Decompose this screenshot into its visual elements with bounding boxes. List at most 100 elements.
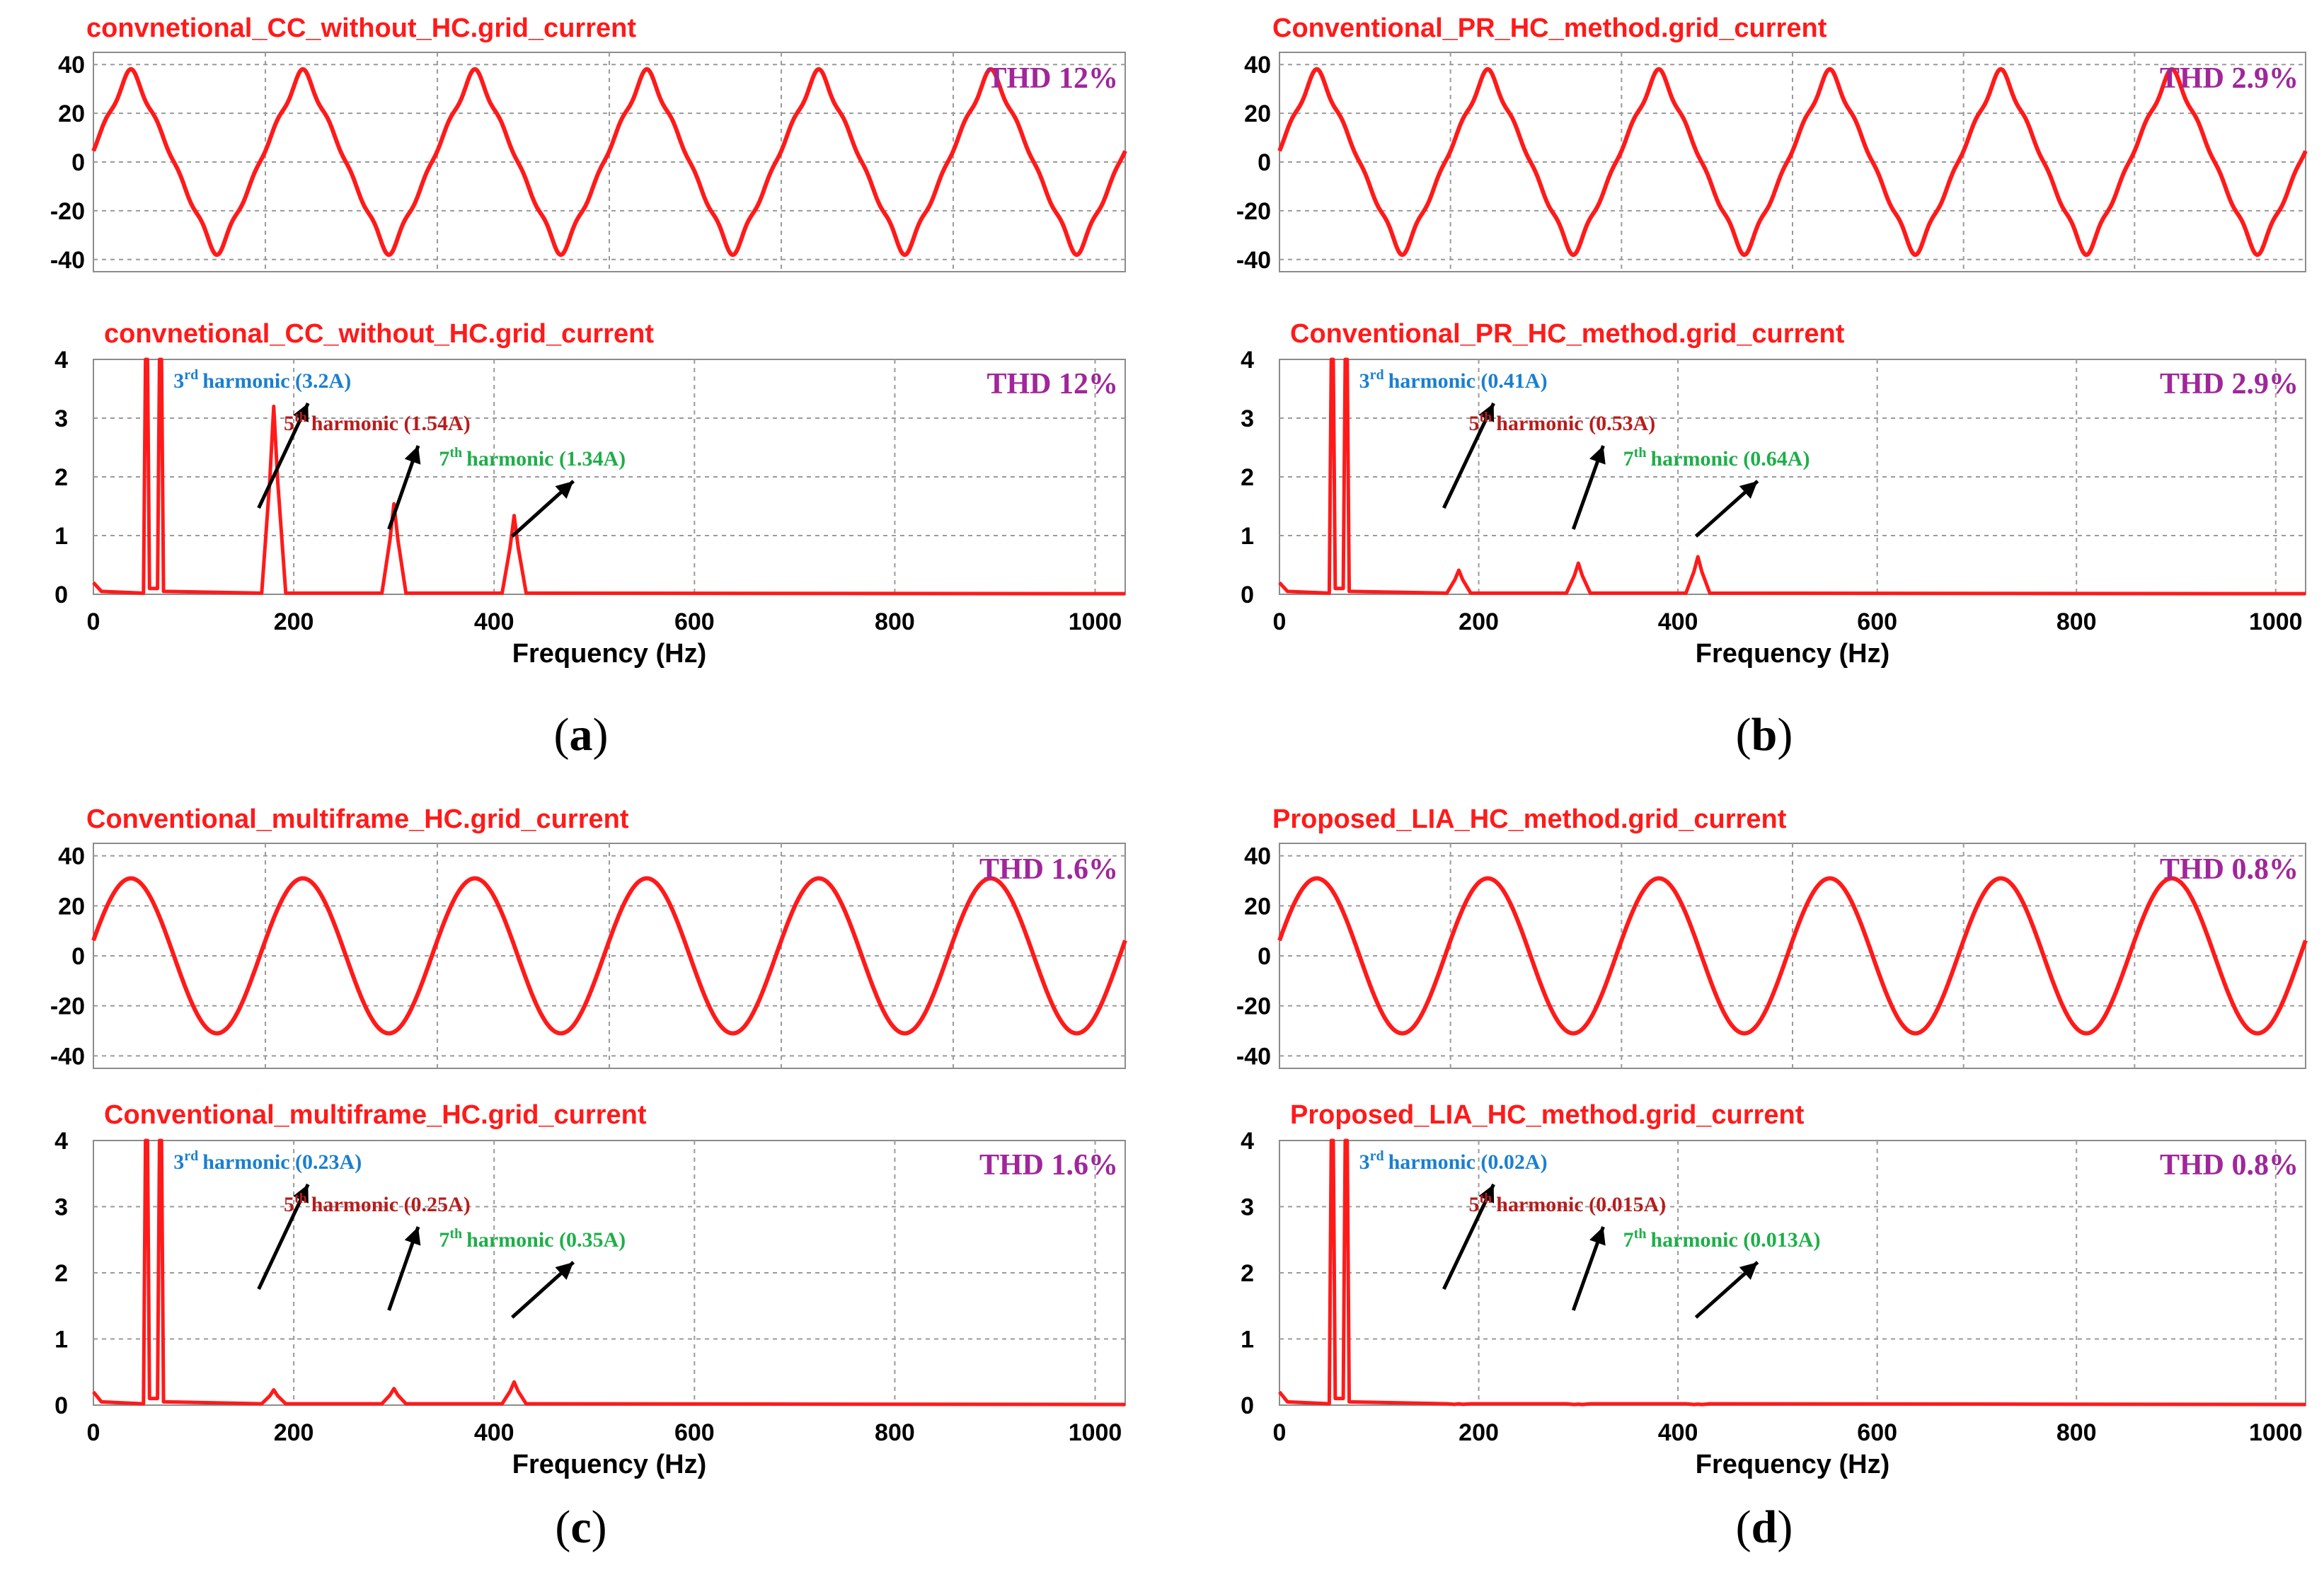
spectrum-ytick-label: 0: [54, 582, 68, 608]
time-thd-label: THD 0.8%: [2160, 853, 2299, 886]
panel-b: Conventional_PR_HC_method.grid_current 40…: [1236, 13, 2308, 761]
spectrum-plot-title: Conventional_multiframe_HC.grid_current: [104, 1100, 647, 1130]
harmonic-annotation-7: 7th harmonic (0.013A): [1623, 1226, 1821, 1252]
harmonic-label: harmonic (0.015A): [1496, 1193, 1666, 1216]
time-ytick-label: 20: [1244, 893, 1271, 920]
harmonic-label: harmonic (1.34A): [466, 447, 626, 470]
spectrum-xtick-label: 600: [1857, 608, 1897, 635]
spectrum-plot: Conventional_PR_HC_method.grid_current 0 2…: [1241, 319, 2306, 669]
panel-a: convnetional_CC_without_HC.grid_current4…: [50, 13, 1127, 761]
harmonic-annotation-7: 7th harmonic (1.34A): [439, 445, 626, 470]
panel-c: Conventional_multiframe_HC.grid_current4…: [50, 804, 1127, 1553]
harmonic-arrow-head: [1478, 1184, 1495, 1203]
time-ytick-label: 20: [58, 893, 85, 920]
time-thd-label: THD 12%: [986, 62, 1118, 95]
harmonic-annotation-3: 3rd harmonic (0.23A): [173, 1148, 362, 1174]
spectrum-plot-title: Proposed_LIA_HC_method.grid_current: [1290, 1100, 1805, 1130]
time-waveform-line: [1277, 876, 2308, 1036]
spectrum-xtick-label: 800: [875, 1419, 915, 1446]
harmonic-arrow-head: [1739, 481, 1758, 499]
time-ytick-label: -20: [50, 198, 85, 225]
spectrum-ytick-label: 0: [1241, 582, 1254, 608]
harmonic-order-suffix: rd: [184, 1148, 198, 1164]
panel-paren-close: ): [593, 709, 609, 761]
time-thd-label: THD 2.9%: [2160, 62, 2299, 95]
spectrum-xtick-label: 1000: [1069, 608, 1122, 635]
time-ytick-label: 20: [1244, 100, 1271, 127]
x-axis-label: Frequency (Hz): [1696, 639, 1889, 669]
harmonic-order: 5: [1468, 412, 1479, 435]
harmonic-arrow-head: [1478, 403, 1495, 422]
spectrum-thd-label: THD 0.8%: [2160, 1149, 2299, 1182]
spectrum-thd-label: THD 2.9%: [2160, 368, 2299, 400]
time-ytick-label: 0: [1258, 943, 1271, 970]
spectrum-plot: convnetional_CC_without_HC.grid_current 0…: [54, 319, 1126, 669]
panel-label: (c): [555, 1501, 606, 1553]
spectrum-ytick-label: 3: [54, 1194, 68, 1221]
spectrum-line: [1278, 357, 2306, 596]
spectrum-ytick-label: 1: [1241, 1327, 1254, 1353]
time-ytick-label: -20: [1236, 198, 1271, 225]
panel-paren-open: (: [1736, 709, 1751, 761]
harmonic-annotation-5: 5th harmonic (0.25A): [284, 1191, 471, 1216]
time-plot-title: Proposed_LIA_HC_method.grid_current: [1272, 804, 1787, 834]
time-ytick-label: 40: [58, 843, 85, 870]
harmonic-arrow-head: [293, 1184, 309, 1203]
harmonic-label: harmonic (0.64A): [1650, 447, 1810, 470]
harmonic-label: harmonic (0.25A): [311, 1193, 471, 1216]
panel-letter: d: [1751, 1501, 1778, 1553]
harmonic-order-suffix: th: [1479, 1191, 1492, 1206]
spectrum-xtick-label: 200: [1459, 1419, 1499, 1446]
spectrum-ytick-label: 1: [54, 1327, 68, 1353]
harmonic-arrow-shaft: [257, 1183, 310, 1291]
x-axis-label: Frequency (Hz): [1696, 1450, 1889, 1479]
panel-paren-close: ): [1777, 1501, 1793, 1553]
spectrum-xtick-label: 1000: [2249, 1419, 2303, 1446]
panel-paren-close: ): [1777, 709, 1793, 761]
time-plot-title: Conventional_multiframe_HC.grid_current: [86, 804, 629, 834]
harmonic-order-suffix: th: [449, 1226, 462, 1242]
harmonic-annotation-5: 5th harmonic (0.53A): [1468, 410, 1655, 435]
time-ytick-label: -20: [50, 993, 85, 1020]
spectrum-thd-label: THD 12%: [986, 368, 1118, 400]
time-waveform-line: [91, 67, 1127, 258]
harmonic-order: 7: [1623, 1228, 1634, 1252]
spectrum-thd-label: THD 1.6%: [979, 1149, 1118, 1182]
harmonic-order-suffix: rd: [1370, 367, 1384, 383]
harmonic-order: 5: [284, 1193, 294, 1216]
harmonic-order: 7: [1623, 447, 1634, 470]
spectrum-xtick-label: 800: [2056, 608, 2097, 635]
harmonic-order: 5: [284, 412, 294, 435]
spectrum-xtick-label: 0: [87, 608, 100, 635]
time-ytick-label: -40: [50, 1043, 85, 1070]
spectrum-ytick-label: 2: [1241, 1260, 1254, 1287]
harmonic-arrow-shaft: [1442, 1183, 1495, 1291]
spectrum-xtick-label: 600: [1857, 1419, 1897, 1446]
harmonic-order-suffix: rd: [1370, 1148, 1384, 1164]
time-plot: convnetional_CC_without_HC.grid_current4…: [50, 13, 1127, 274]
time-ytick-label: 40: [1244, 843, 1271, 870]
spectrum-xtick-label: 400: [1658, 608, 1698, 635]
harmonic-order-suffix: th: [1634, 1226, 1647, 1242]
spectrum-xtick-label: 800: [2056, 1419, 2097, 1446]
harmonic-order: 7: [439, 447, 449, 470]
panel-label: (d): [1736, 1501, 1793, 1553]
spectrum-plot: Proposed_LIA_HC_method.grid_current 0 200 4…: [1241, 1100, 2306, 1479]
panel-paren-open: (: [554, 709, 570, 761]
panel-label: (a): [554, 709, 609, 761]
harmonic-label: harmonic (0.23A): [202, 1150, 362, 1174]
harmonic-order-suffix: rd: [184, 367, 198, 383]
spectrum-xtick-label: 400: [474, 1419, 514, 1446]
harmonic-label: harmonic (1.54A): [311, 412, 471, 435]
spectrum-xtick-label: 200: [274, 608, 314, 635]
time-plot-title: Conventional_PR_HC_method.grid_current: [1272, 13, 1827, 43]
harmonic-order-suffix: th: [449, 445, 462, 461]
spectrum-ytick-label: 3: [54, 405, 68, 432]
spectrum-ytick-label: 4: [1241, 1128, 1254, 1155]
harmonic-arrow-head: [555, 481, 574, 499]
time-thd-label: THD 1.6%: [979, 853, 1118, 886]
harmonic-arrow-head: [404, 1227, 421, 1246]
spectrum-ytick-label: 4: [54, 347, 68, 374]
spectrum-ytick-label: 0: [54, 1392, 68, 1419]
